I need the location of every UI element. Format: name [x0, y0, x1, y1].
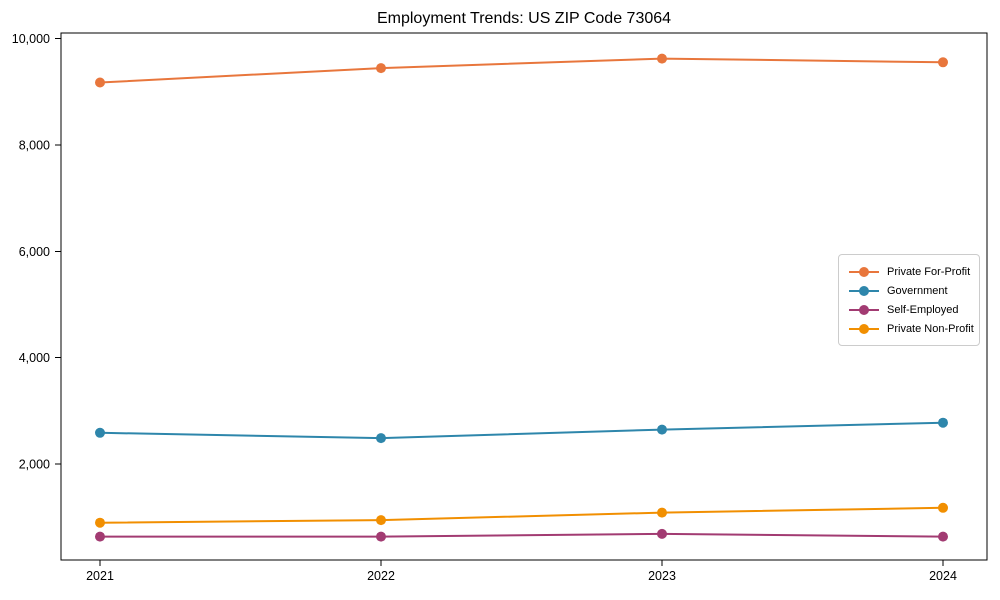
x-tick-label: 2023 [648, 569, 676, 583]
chart-title: Employment Trends: US ZIP Code 73064 [376, 10, 672, 27]
chart-legend: Private For-Profit Government Self-Employe… [838, 254, 980, 346]
data-point-marker [657, 528, 667, 539]
y-tick-label: 8,000 [19, 138, 50, 152]
series-line-private-non-profit [99, 506, 944, 524]
data-point-marker [657, 53, 667, 64]
data-point-marker [376, 531, 386, 542]
legend-line-marker-swatch [849, 266, 879, 277]
data-point-marker [938, 57, 948, 68]
legend-label: Self-Employed [887, 303, 959, 316]
legend-item-government: Government [848, 281, 971, 300]
series-line-government [99, 421, 944, 440]
series-line-private-for-profit [99, 57, 944, 84]
data-point-marker [657, 424, 667, 435]
legend-item-self-employed: Self-Employed [848, 300, 971, 319]
data-point-marker [376, 63, 386, 74]
y-tick-label: 6,000 [19, 245, 50, 259]
legend-line-marker-swatch [849, 323, 879, 334]
legend-line-marker-swatch [849, 304, 879, 315]
data-point-marker [95, 531, 105, 542]
data-point-marker [657, 507, 667, 518]
legend-label: Private Non-Profit [887, 322, 974, 335]
legend-line-marker-swatch [849, 285, 879, 296]
y-tick-label: 2,000 [19, 458, 50, 472]
x-tick-label: 2024 [929, 569, 957, 583]
data-point-marker [376, 515, 386, 526]
legend-item-private-for-profit: Private For-Profit [848, 262, 971, 281]
data-point-marker [95, 77, 105, 88]
legend-label: Private For-Profit [887, 265, 971, 278]
series-line-self-employed [99, 532, 944, 538]
x-tick-label: 2021 [86, 569, 114, 583]
y-tick-label: 4,000 [19, 351, 50, 365]
data-point-marker [938, 502, 948, 513]
data-point-marker [95, 517, 105, 528]
data-point-marker [376, 433, 386, 444]
data-point-marker [95, 427, 105, 438]
legend-item-private-non-profit: Private Non-Profit [848, 319, 974, 338]
plot-border [60, 32, 988, 561]
legend-label: Government [887, 284, 948, 297]
data-point-marker [938, 417, 948, 428]
x-tick-label: 2022 [367, 569, 395, 583]
y-tick-label: 10,000 [12, 32, 50, 46]
data-point-marker [938, 531, 948, 542]
